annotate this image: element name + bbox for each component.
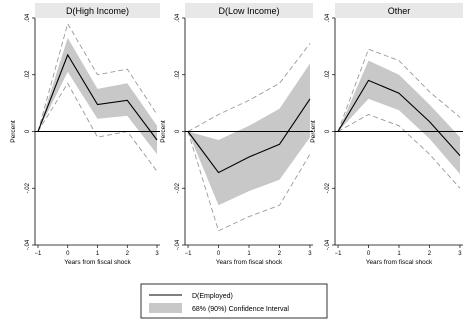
x-tick-label: 1 (247, 251, 251, 257)
y-tick-label: .04 (175, 13, 181, 22)
y-tick-label: .02 (25, 70, 31, 79)
y-tick-label: .02 (325, 70, 331, 79)
x-tick-label: 1 (397, 251, 401, 257)
ci68-band (188, 63, 310, 206)
employed-line (337, 79, 461, 156)
ci68-band (338, 60, 460, 175)
x-tick-label: 3 (458, 251, 462, 257)
x-tick-label: 3 (155, 251, 159, 257)
legend-band-label: 68% (90%) Confidence Interval (192, 306, 289, 313)
x-axis-title: Years from fiscal shock (216, 259, 283, 266)
x-tick-label: −1 (35, 251, 43, 257)
y-tick-label: 0 (325, 129, 331, 133)
x-tick-label: 2 (278, 251, 282, 257)
y-tick-label: .04 (325, 13, 331, 22)
y-tick-label: -.04 (325, 239, 331, 250)
ci90-upper-line (37, 22, 158, 132)
y-axis-title: Percent (10, 120, 17, 143)
y-tick-label: -.04 (175, 239, 181, 250)
x-tick-label: 2 (126, 251, 130, 257)
panel-title-strip (335, 3, 463, 18)
x-tick-label: 0 (66, 251, 70, 257)
x-tick-label: −1 (185, 251, 193, 257)
y-axis-title: Percent (310, 120, 317, 143)
x-tick-label: −1 (335, 251, 343, 257)
ci90-lower-line (187, 131, 311, 232)
panel-title-strip (185, 3, 313, 18)
y-tick-label: -.02 (25, 182, 31, 193)
x-tick-label: 3 (308, 251, 312, 257)
x-axis-title: Years from fiscal shock (64, 259, 131, 266)
ci90-upper-line (187, 43, 311, 132)
y-tick-label: -.04 (25, 239, 31, 250)
ci68-band (38, 37, 157, 155)
x-tick-label: 0 (367, 251, 371, 257)
x-tick-label: 0 (217, 251, 221, 257)
y-tick-label: -.02 (175, 182, 181, 193)
employed-line (187, 98, 311, 174)
y-tick-label: -.02 (325, 182, 331, 193)
employed-line (37, 53, 158, 141)
panel-title-strip (35, 3, 160, 18)
y-tick-label: 0 (25, 129, 31, 133)
x-tick-label: 1 (96, 251, 100, 257)
y-tick-label: .04 (25, 13, 31, 22)
x-tick-label: 2 (428, 251, 432, 257)
panel-title: D(High Income) (66, 6, 129, 16)
legend-band-swatch (149, 303, 182, 313)
ci90-upper-line (337, 48, 461, 132)
y-tick-label: 0 (175, 129, 181, 133)
legend-line-label: D(Employed) (192, 293, 233, 300)
panel-title: Other (388, 6, 411, 16)
ci90-lower-line (337, 114, 461, 189)
y-axis-title: Percent (160, 120, 167, 143)
panel-title: D(Low Income) (218, 6, 279, 16)
y-tick-label: .02 (175, 70, 181, 79)
x-axis-title: Years from fiscal shock (366, 259, 433, 266)
